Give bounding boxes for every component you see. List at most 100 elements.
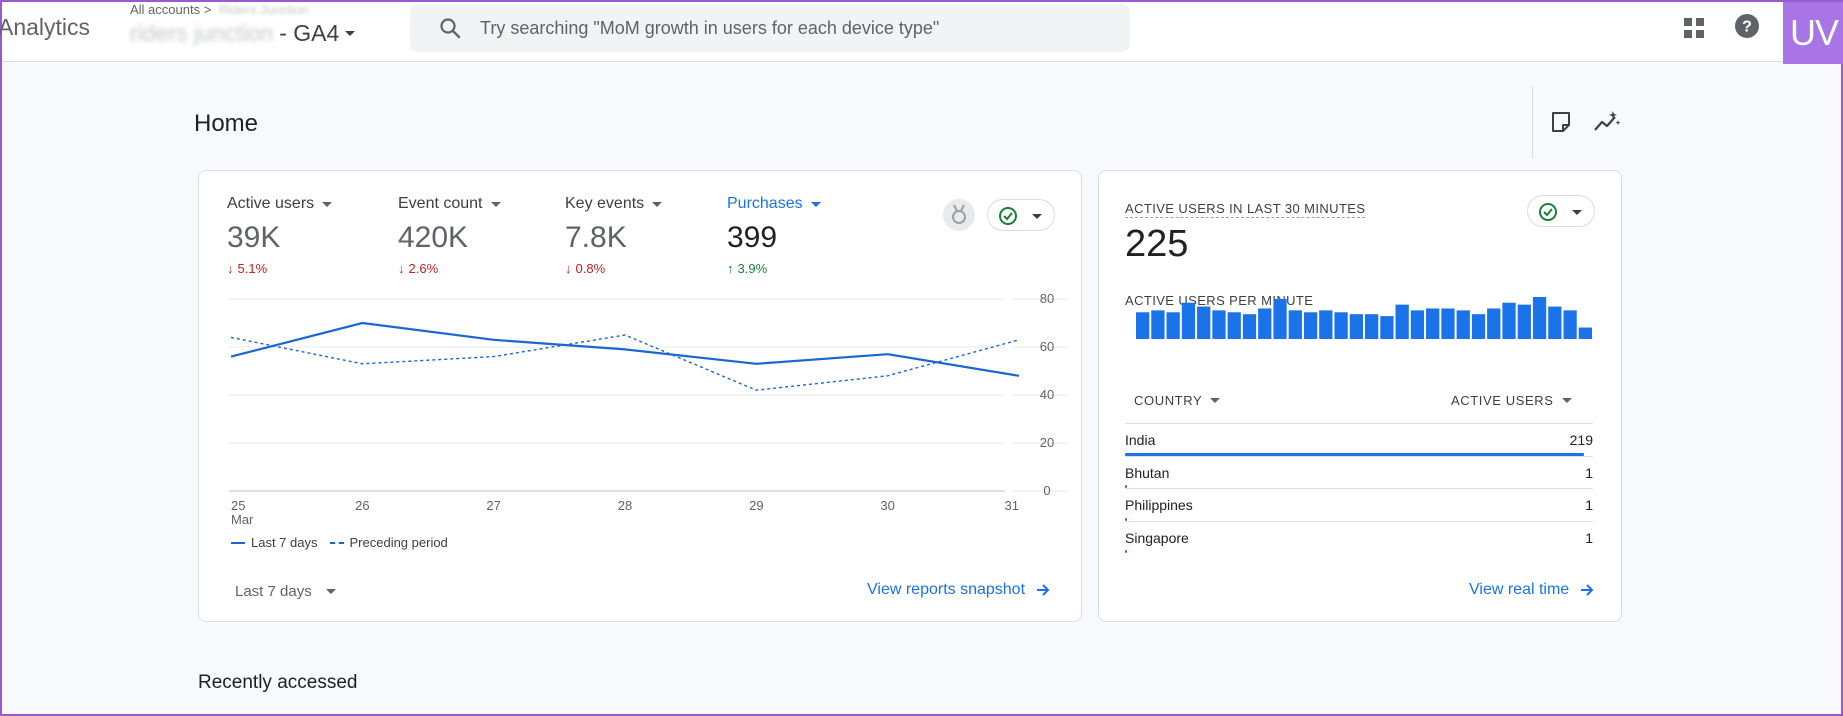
metric-key-events[interactable]: Key events 7.8K ↓ 0.8% [565,195,663,276]
per-minute-bar[interactable] [1319,310,1333,339]
metric-label-text: Active users [227,195,315,212]
metric-value: 39K [227,221,281,254]
breadcrumb: All accounts > Riders Junction [130,2,309,17]
metric-label[interactable]: Purchases [727,195,821,213]
data-quality-button[interactable] [987,199,1055,231]
view-reports-snapshot-link[interactable]: View reports snapshot [867,581,1051,599]
per-minute-bar[interactable] [1334,312,1348,339]
link-label: View real time [1469,581,1570,598]
per-minute-bar[interactable] [1303,312,1318,339]
per-minute-bar[interactable] [1578,327,1592,339]
chevron-down-icon [1032,214,1042,219]
chart-legend: Last 7 days Preceding period [231,535,460,550]
per-minute-bar[interactable] [1410,310,1425,339]
link-label: View reports snapshot [867,581,1026,598]
per-minute-bar[interactable] [1517,304,1531,339]
metric-label-text: Key events [565,195,645,212]
chevron-down-icon [1561,398,1572,403]
help-icon[interactable]: ? [1734,13,1760,39]
country-column-header[interactable]: COUNTRY [1134,393,1221,408]
insights-icon[interactable] [1593,110,1621,134]
per-minute-bar[interactable] [1426,308,1440,339]
per-minute-bar[interactable] [1136,312,1150,339]
metric-change-value: 3.9% [737,261,768,276]
per-minute-bar[interactable] [1456,310,1470,339]
date-range-select[interactable]: Last 7 days [235,583,336,600]
search-input[interactable] [480,4,1120,52]
series-line-preceding-period[interactable] [230,334,1020,391]
search-bar[interactable] [410,4,1130,52]
realtime-title[interactable]: ACTIVE USERS IN LAST 30 MINUTES [1125,201,1366,218]
per-minute-bar[interactable] [1197,306,1211,339]
metric-purchases[interactable]: Purchases 399 ↑ 3.9% [727,195,821,276]
metric-label[interactable]: Key events [565,195,663,213]
table-row[interactable]: Singapore 1 [1125,520,1593,553]
metric-label[interactable]: Event count [398,195,501,213]
per-minute-bar[interactable] [1380,316,1394,339]
x-tick-label: 27 [486,498,500,513]
country-share-bar [1125,550,1128,553]
per-minute-bar[interactable] [1349,314,1363,339]
per-minute-bar[interactable] [1181,302,1196,339]
property-selector[interactable]: riders junction - GA4 [130,20,356,47]
legend-item-last-7-days: Last 7 days [231,535,318,550]
metric-event-count[interactable]: Event count 420K ↓ 2.6% [398,195,501,276]
chevron-down-icon [1572,210,1582,215]
per-minute-bar[interactable] [1151,310,1165,339]
arrow-right-icon [1037,584,1050,596]
metric-active-users[interactable]: Active users 39K ↓ 5.1% [227,195,333,276]
y-tick-label: 80 [1040,291,1054,306]
per-minute-bar[interactable] [1288,310,1302,339]
metric-change: ↓ 2.6% [398,261,501,276]
app-name[interactable]: Analytics [0,14,91,40]
table-row[interactable]: India 219 [1125,423,1593,456]
per-minute-bar[interactable] [1441,308,1455,339]
per-minute-bar[interactable] [1395,304,1409,339]
page-title: Home [194,110,259,137]
table-row[interactable]: Bhutan 1 [1125,455,1593,488]
apps-grid-icon[interactable] [1682,16,1706,40]
y-tick-label: 20 [1040,435,1054,450]
country-share-bar [1125,452,1584,456]
per-minute-bar[interactable] [1563,310,1577,339]
check-circle-icon [1539,203,1557,221]
per-minute-bar[interactable] [1258,308,1272,339]
per-minute-bar[interactable] [1227,312,1241,339]
metric-label-text: Event count [398,195,483,212]
metric-value: 7.8K [565,221,627,254]
x-tick-label: 25 [231,498,245,513]
legend-solid-swatch [231,541,245,544]
series-line-last-7-days[interactable] [230,321,1020,377]
legend-label: Preceding period [349,535,448,550]
x-tick-label: 29 [749,498,763,513]
per-minute-bar[interactable] [1532,297,1547,339]
per-minute-bar[interactable] [1273,298,1287,339]
active-users-column-header[interactable]: ACTIVE USERS [1451,393,1572,408]
per-minute-bar[interactable] [1471,314,1486,339]
per-minute-bar[interactable] [1242,314,1257,339]
avatar[interactable]: UV [1783,2,1843,64]
legend-label: Last 7 days [251,535,318,550]
note-icon[interactable] [1549,110,1573,134]
per-minute-bar[interactable] [1548,306,1562,339]
country-count: 1 [1585,464,1593,481]
metric-change: ↓ 0.8% [565,261,662,276]
country-name: Bhutan [1125,464,1170,481]
per-minute-bar[interactable] [1365,314,1379,339]
x-tick-label: 30 [880,498,894,513]
country-table: India 219 Bhutan 1 Philippines 1 Singapo… [1125,423,1593,553]
per-minute-bar[interactable] [1166,312,1180,339]
metric-change-value: 5.1% [237,261,268,276]
breadcrumb-root[interactable]: All accounts [130,2,201,17]
per-minute-bar[interactable] [1487,308,1501,339]
metric-label[interactable]: Active users [227,195,333,213]
per-minute-bar[interactable] [1502,302,1516,339]
award-badge-icon[interactable] [943,199,975,231]
table-row[interactable]: Philippines 1 [1125,488,1593,521]
view-real-time-link[interactable]: View real time [1469,581,1595,599]
per-minute-bar[interactable] [1212,310,1226,339]
data-quality-button[interactable] [1527,195,1595,227]
y-tick-label: 60 [1040,339,1054,354]
x-tick-label: 31 [1005,498,1019,513]
country-count: 219 [1569,432,1593,448]
